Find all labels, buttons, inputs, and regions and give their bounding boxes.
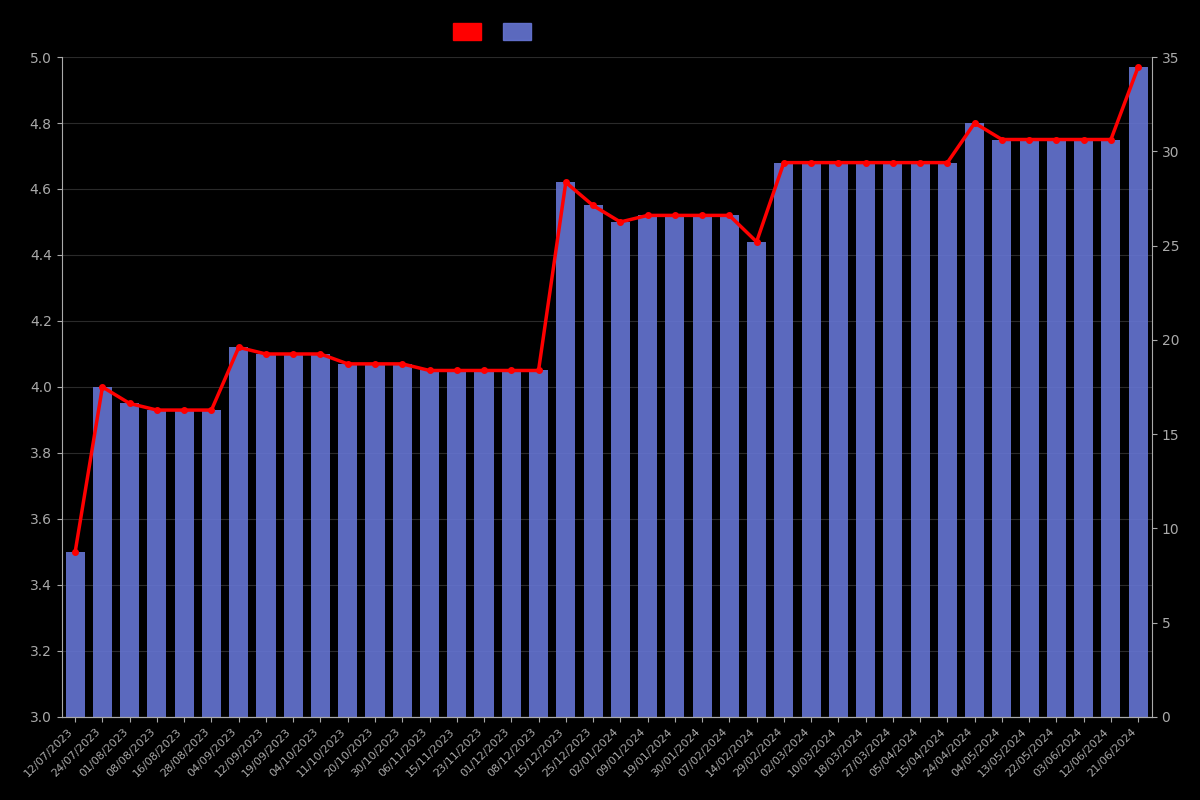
Legend: , : , [448,18,547,46]
Bar [611,222,630,717]
Bar [120,403,139,717]
Bar [802,162,821,717]
Bar [692,215,712,717]
Bar [420,370,439,717]
Bar [720,215,739,717]
Bar [774,162,793,717]
Bar [583,206,602,717]
Bar [965,123,984,717]
Bar [856,162,875,717]
Bar [502,370,521,717]
Bar [1046,139,1066,717]
Bar [366,364,384,717]
Bar [992,139,1012,717]
Bar [338,364,358,717]
Bar [148,410,167,717]
Bar [883,162,902,717]
Bar [474,370,493,717]
Bar [66,552,85,717]
Bar [829,162,848,717]
Bar [392,364,412,717]
Bar [638,215,658,717]
Bar [1020,139,1039,717]
Bar [202,410,221,717]
Bar [529,370,548,717]
Bar [557,182,575,717]
Bar [175,410,193,717]
Bar [1074,139,1093,717]
Bar [748,242,766,717]
Bar [938,162,956,717]
Bar [1102,139,1121,717]
Bar [283,354,302,717]
Bar [311,354,330,717]
Bar [257,354,276,717]
Bar [1129,67,1147,717]
Bar [911,162,930,717]
Bar [92,387,112,717]
Bar [229,347,248,717]
Bar [665,215,684,717]
Bar [448,370,467,717]
